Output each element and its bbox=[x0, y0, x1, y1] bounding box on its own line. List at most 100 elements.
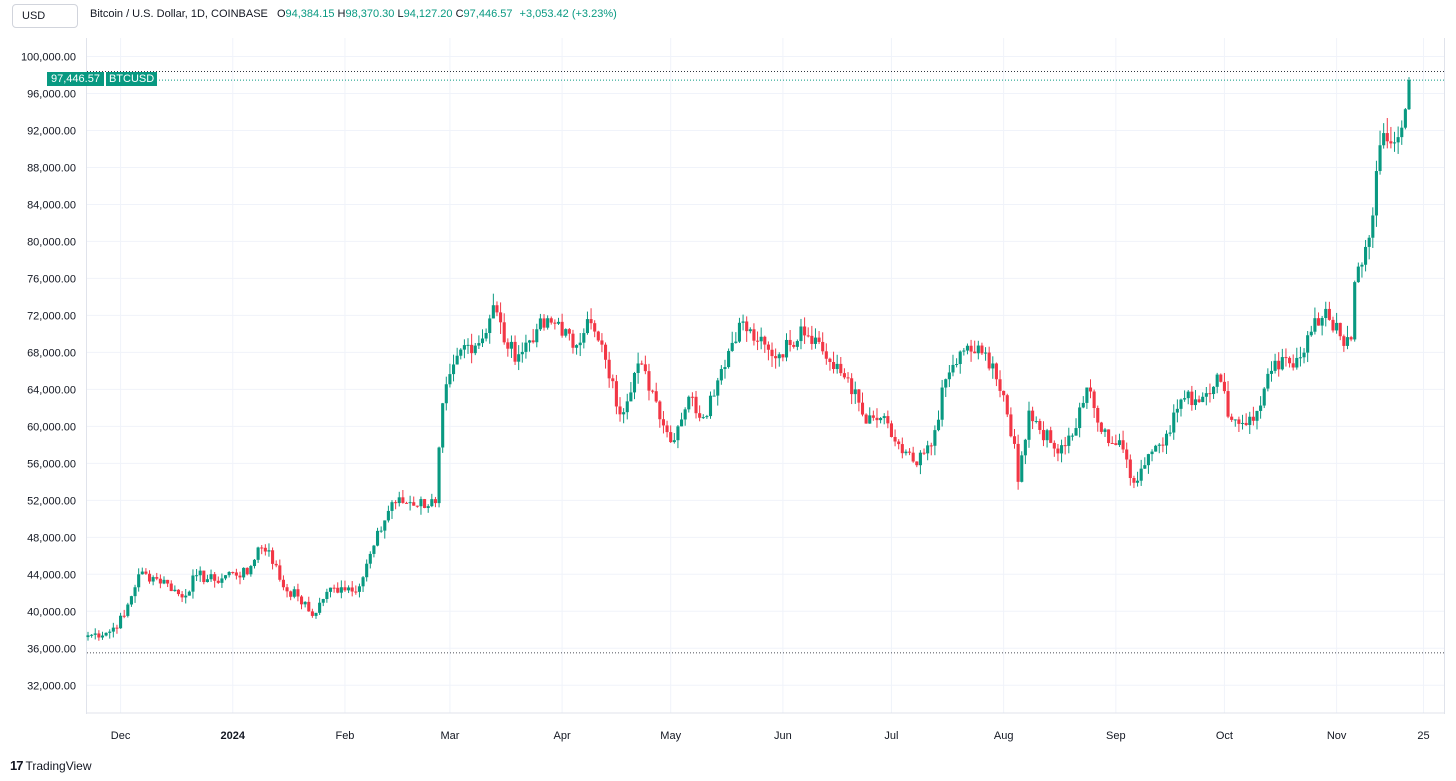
candle-body bbox=[1063, 445, 1067, 447]
candle-body bbox=[607, 359, 611, 379]
candle-body bbox=[546, 318, 550, 328]
candle-body bbox=[806, 335, 810, 337]
x-tick-label: Nov bbox=[1327, 730, 1347, 742]
candle-body bbox=[1360, 264, 1364, 267]
candle-body bbox=[187, 591, 191, 596]
candle-body bbox=[973, 351, 977, 354]
candle-body bbox=[415, 505, 419, 507]
candle-body bbox=[1208, 393, 1212, 395]
symbol-legend: Bitcoin / U.S. Dollar, 1D, COINBASE O94,… bbox=[90, 8, 617, 20]
candle-body bbox=[614, 381, 618, 407]
candle-body bbox=[832, 361, 836, 370]
candle-body bbox=[137, 574, 141, 588]
candle-body bbox=[365, 563, 369, 578]
candle-body bbox=[535, 329, 539, 343]
x-tick-label: Oct bbox=[1216, 730, 1233, 742]
candle-body bbox=[600, 340, 604, 345]
candle-body bbox=[1016, 443, 1020, 482]
candle-body bbox=[745, 321, 749, 332]
candle-body bbox=[882, 416, 886, 419]
candle-body bbox=[274, 563, 278, 566]
candle-body bbox=[184, 595, 188, 598]
candle-body bbox=[158, 578, 162, 584]
candle-body bbox=[1345, 337, 1350, 346]
candle-body bbox=[499, 312, 503, 323]
candle-body bbox=[556, 321, 561, 324]
candle-body bbox=[1056, 448, 1060, 454]
y-tick-label: 44,000.00 bbox=[27, 569, 76, 581]
candle-body bbox=[708, 395, 713, 417]
candle-body bbox=[755, 340, 760, 342]
close-value: 97,446.57 bbox=[463, 8, 513, 20]
candle-body bbox=[792, 344, 796, 347]
candle-body bbox=[437, 447, 441, 504]
candle-body bbox=[93, 633, 97, 635]
candle-body bbox=[1349, 337, 1353, 340]
candle-body bbox=[314, 612, 318, 616]
candle-body bbox=[285, 587, 289, 592]
candle-body bbox=[676, 426, 680, 441]
candle-body bbox=[1240, 422, 1245, 424]
candle-body bbox=[571, 333, 575, 348]
candle-body bbox=[513, 341, 517, 362]
candle-body bbox=[1244, 422, 1248, 426]
candle-body bbox=[647, 371, 651, 391]
candle-body bbox=[672, 440, 676, 443]
candle-body bbox=[390, 502, 394, 511]
candle-body bbox=[1313, 318, 1317, 332]
candle-body bbox=[397, 497, 401, 504]
candle-body bbox=[238, 575, 242, 578]
candle-body bbox=[687, 396, 691, 410]
candle-body bbox=[271, 550, 275, 564]
candle-body bbox=[245, 567, 249, 575]
candle-body bbox=[1005, 395, 1009, 415]
candle-body bbox=[1034, 421, 1038, 423]
candle-body bbox=[1168, 432, 1172, 434]
candle-body bbox=[1107, 429, 1111, 444]
candle-body bbox=[383, 520, 387, 531]
candle-body bbox=[701, 417, 705, 419]
last-price-tag: 97,446.57 BTCUSD bbox=[47, 72, 158, 86]
candle-body bbox=[578, 342, 582, 346]
candle-body bbox=[719, 369, 723, 381]
candle-body bbox=[936, 419, 941, 431]
candle-body bbox=[191, 575, 195, 592]
candle-body bbox=[1012, 436, 1017, 444]
candle-body bbox=[339, 587, 343, 593]
candle-body bbox=[889, 423, 894, 437]
candle-body bbox=[1052, 442, 1056, 449]
candle-body bbox=[1273, 360, 1277, 371]
plot-pane[interactable] bbox=[86, 38, 1445, 714]
candle-body bbox=[1248, 416, 1252, 426]
candle-body bbox=[325, 591, 329, 600]
candle-body bbox=[1092, 391, 1096, 409]
candle-body bbox=[1049, 430, 1053, 443]
candle-body bbox=[1078, 407, 1082, 429]
candle-body bbox=[824, 351, 828, 359]
candle-body bbox=[629, 392, 633, 402]
candle-body bbox=[155, 577, 159, 579]
candle-body bbox=[560, 321, 564, 336]
candle-body bbox=[640, 363, 644, 365]
candle-body bbox=[821, 341, 825, 352]
candle-body bbox=[361, 577, 365, 587]
close-key: C bbox=[455, 8, 464, 20]
candle-body bbox=[651, 390, 655, 392]
candle-body bbox=[1291, 363, 1295, 368]
tradingview-logo[interactable]: 17 TradingView bbox=[10, 758, 92, 773]
candle-body bbox=[162, 579, 166, 584]
candle-body bbox=[1045, 430, 1049, 441]
candle-body bbox=[1335, 322, 1339, 331]
last-price-value: 97,446.57 bbox=[47, 72, 104, 86]
candle-body bbox=[1110, 443, 1114, 445]
candle-body bbox=[926, 445, 930, 454]
currency-selector-button[interactable]: USD bbox=[12, 4, 78, 28]
candle-body bbox=[260, 547, 264, 549]
candle-body bbox=[451, 364, 456, 375]
candle-body bbox=[1197, 399, 1201, 403]
candle-body bbox=[784, 339, 789, 358]
candle-body bbox=[564, 329, 568, 336]
candle-body bbox=[698, 413, 702, 418]
candle-body bbox=[1302, 352, 1306, 358]
